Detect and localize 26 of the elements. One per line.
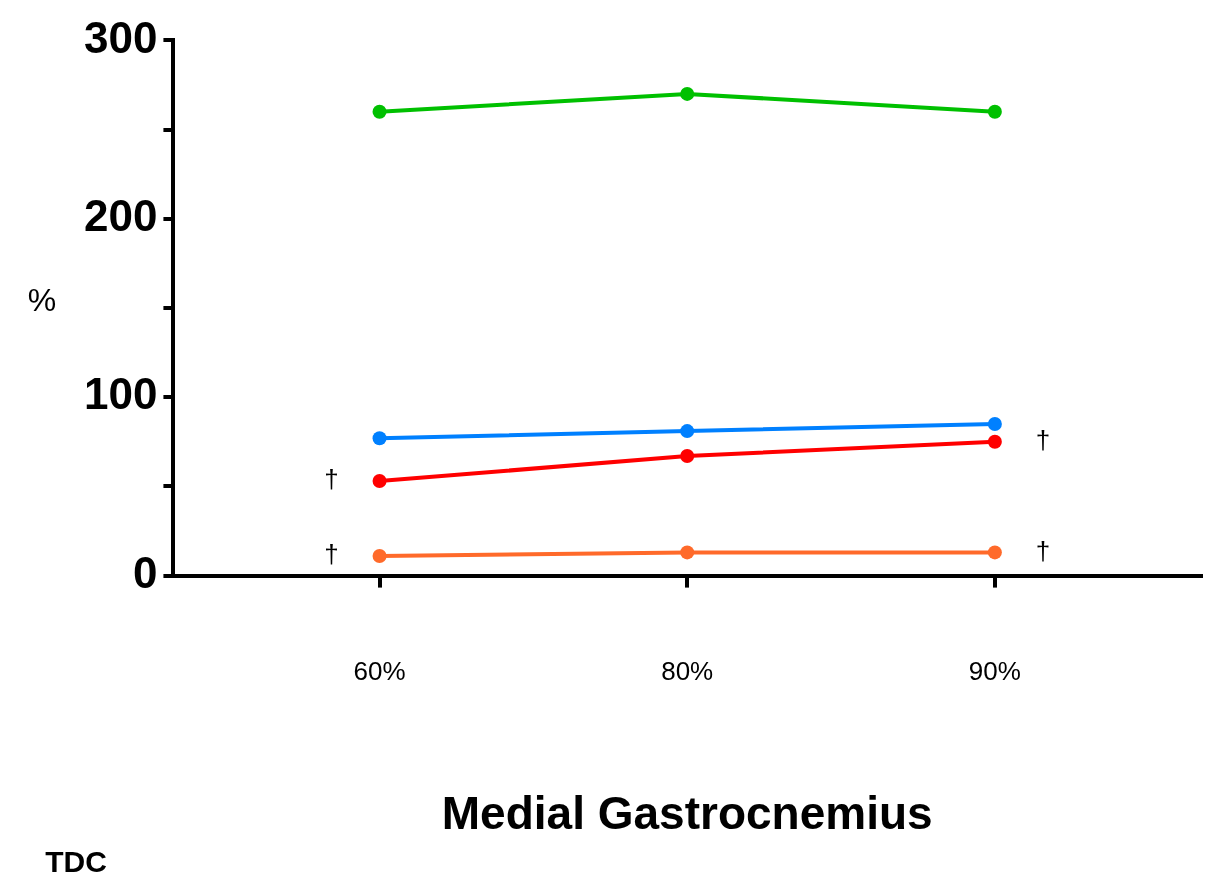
point xyxy=(372,474,387,489)
point xyxy=(987,416,1002,431)
annotation: † xyxy=(1035,535,1051,566)
point xyxy=(987,104,1002,119)
point xyxy=(680,449,695,464)
x-tick-label: 80% xyxy=(661,656,714,687)
annotation: † xyxy=(324,464,339,495)
point xyxy=(372,104,387,119)
text: TDC xyxy=(45,845,107,879)
y-axis-title: % xyxy=(27,282,57,319)
y-tick-label: 100 xyxy=(83,369,158,419)
y-tick-label: 200 xyxy=(83,190,158,240)
x-axis-title: Medial Gastrocnemius xyxy=(441,787,933,840)
annotation: † xyxy=(1035,424,1051,455)
point xyxy=(680,86,695,101)
point xyxy=(680,545,695,560)
point xyxy=(987,434,1002,449)
y-tick-label: 0 xyxy=(132,547,158,597)
point xyxy=(372,548,387,563)
annotation: † xyxy=(324,539,339,570)
x-tick-label: 90% xyxy=(968,656,1021,687)
x-tick-label: 60% xyxy=(353,656,406,687)
point xyxy=(372,431,387,446)
point xyxy=(987,545,1002,560)
y-tick-label: 300 xyxy=(83,12,158,62)
point xyxy=(680,424,695,439)
